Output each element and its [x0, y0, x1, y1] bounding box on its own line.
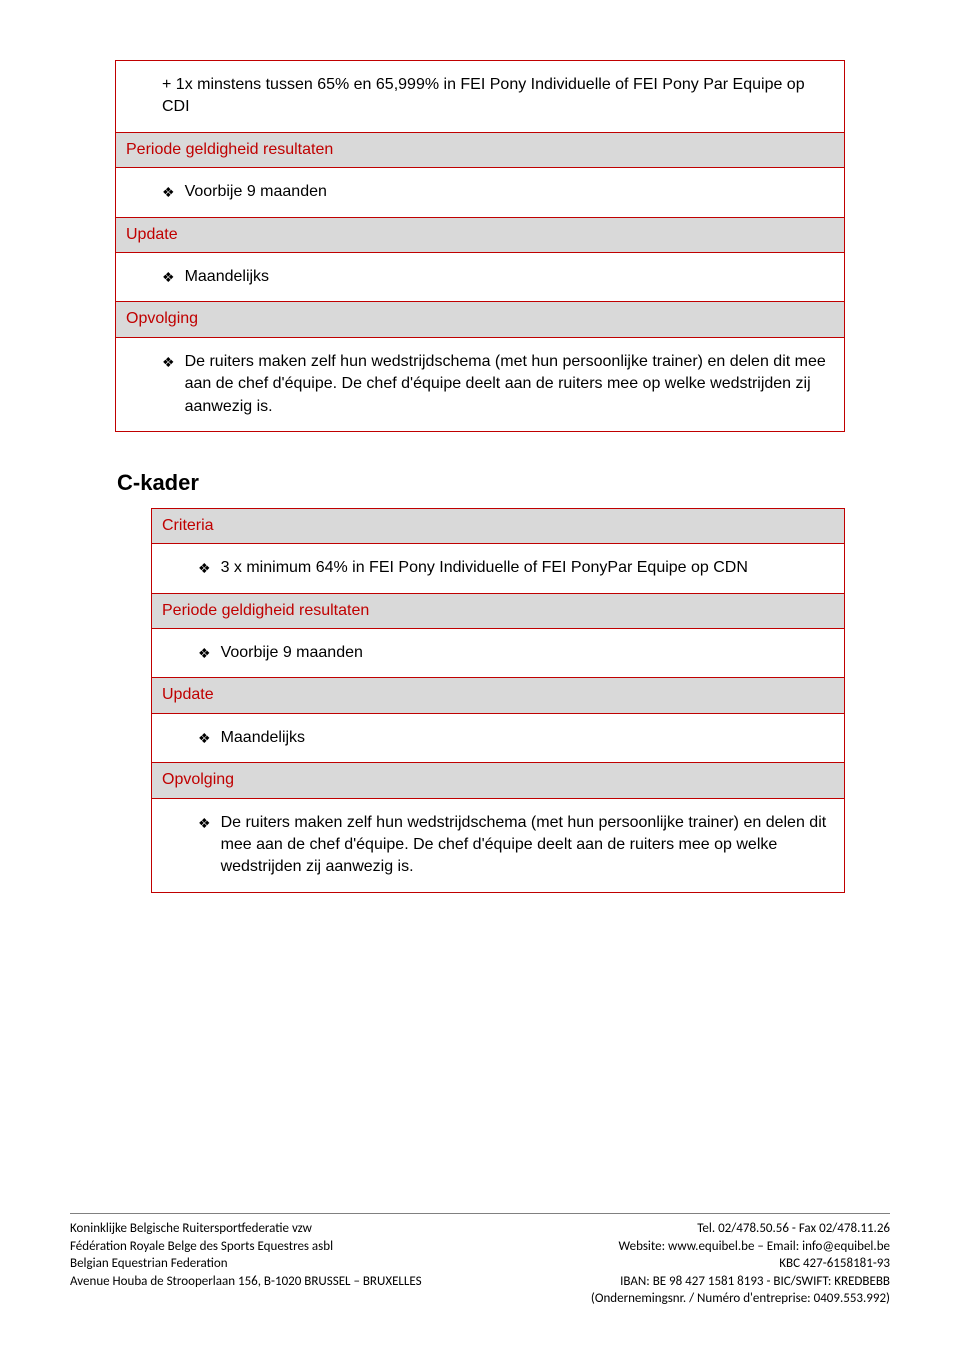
- footer-left-line3: Belgian Equestrian Federation: [70, 1255, 422, 1273]
- table2-criteria-item: ❖ 3 x minimum 64% in FEI Pony Individuel…: [198, 554, 834, 582]
- footer-right-line1: Tel. 02/478.50.56 - Fax 02/478.11.26: [591, 1220, 890, 1238]
- table2-update-body: ❖ Maandelijks: [152, 713, 845, 762]
- table2-periode-body: ❖ Voorbije 9 maanden: [152, 629, 845, 678]
- table2-periode-header: Periode geldigheid resultaten: [152, 593, 845, 628]
- footer-left-line4: Avenue Houba de Strooperlaan 156, B-1020…: [70, 1273, 422, 1291]
- page-footer: Koninklijke Belgische Ruitersportfederat…: [70, 1213, 890, 1308]
- table2-update-text: Maandelijks: [221, 727, 834, 749]
- table1-update-header: Update: [116, 217, 845, 252]
- table1-row1: + 1x minstens tussen 65% en 65,999% in F…: [116, 61, 845, 133]
- table2-criteria-text: 3 x minimum 64% in FEI Pony Individuelle…: [221, 557, 834, 579]
- footer-right-line5: (Ondernemingsnr. / Numéro d'entreprise: …: [591, 1290, 890, 1308]
- footer-right-line2: Website: www.equibel.be – Email: info@eq…: [591, 1238, 890, 1256]
- footer-right-line4: IBAN: BE 98 427 1581 8193 - BIC/SWIFT: K…: [591, 1273, 890, 1291]
- table-top: + 1x minstens tussen 65% en 65,999% in F…: [115, 60, 845, 432]
- diamond-bullet-icon: ❖: [198, 557, 211, 579]
- table2-update-header: Update: [152, 678, 845, 713]
- table2-update-item: ❖ Maandelijks: [198, 724, 834, 752]
- table1-update-item: ❖ Maandelijks: [162, 263, 834, 291]
- diamond-bullet-icon: ❖: [162, 351, 175, 373]
- table2-periode-item: ❖ Voorbije 9 maanden: [198, 639, 834, 667]
- table2-opvolging-body: ❖ De ruiters maken zelf hun wedstrijdsch…: [152, 798, 845, 892]
- table1-update-text: Maandelijks: [185, 266, 834, 288]
- table1-periode-text: Voorbije 9 maanden: [185, 181, 834, 203]
- table1-periode-body: ❖ Voorbije 9 maanden: [116, 168, 845, 217]
- diamond-bullet-icon: ❖: [162, 181, 175, 203]
- table2-periode-text: Voorbije 9 maanden: [221, 642, 834, 664]
- table1-opvolging-text: De ruiters maken zelf hun wedstrijdschem…: [185, 351, 834, 418]
- diamond-bullet-icon: ❖: [198, 642, 211, 664]
- table1-periode-item: ❖ Voorbije 9 maanden: [162, 178, 834, 206]
- table2-opvolging-text: De ruiters maken zelf hun wedstrijdschem…: [221, 812, 834, 879]
- footer-right: Tel. 02/478.50.56 - Fax 02/478.11.26 Web…: [591, 1220, 890, 1308]
- table-ckader: Criteria ❖ 3 x minimum 64% in FEI Pony I…: [151, 508, 845, 893]
- table2-criteria-body: ❖ 3 x minimum 64% in FEI Pony Individuel…: [152, 544, 845, 593]
- diamond-bullet-icon: ❖: [162, 266, 175, 288]
- table1-item1-text: + 1x minstens tussen 65% en 65,999% in F…: [162, 74, 834, 119]
- table1-periode-header: Periode geldigheid resultaten: [116, 132, 845, 167]
- table1-opvolging-item: ❖ De ruiters maken zelf hun wedstrijdsch…: [162, 348, 834, 421]
- table2-opvolging-header: Opvolging: [152, 763, 845, 798]
- footer-left: Koninklijke Belgische Ruitersportfederat…: [70, 1220, 422, 1308]
- table2-criteria-header: Criteria: [152, 508, 845, 543]
- section-heading-ckader: C-kader: [115, 470, 845, 496]
- diamond-bullet-icon: ❖: [198, 727, 211, 749]
- diamond-bullet-icon: ❖: [198, 812, 211, 834]
- table1-opvolging-header: Opvolging: [116, 302, 845, 337]
- footer-right-line3: KBC 427-6158181-93: [591, 1255, 890, 1273]
- table2-opvolging-item: ❖ De ruiters maken zelf hun wedstrijdsch…: [198, 809, 834, 882]
- footer-left-line2: Fédération Royale Belge des Sports Eques…: [70, 1238, 422, 1256]
- page-content: + 1x minstens tussen 65% en 65,999% in F…: [0, 0, 960, 893]
- table1-item1: + 1x minstens tussen 65% en 65,999% in F…: [162, 71, 834, 122]
- table2-wrap: Criteria ❖ 3 x minimum 64% in FEI Pony I…: [115, 508, 845, 893]
- table1-opvolging-body: ❖ De ruiters maken zelf hun wedstrijdsch…: [116, 337, 845, 431]
- table1-update-body: ❖ Maandelijks: [116, 252, 845, 301]
- footer-left-line1: Koninklijke Belgische Ruitersportfederat…: [70, 1220, 422, 1238]
